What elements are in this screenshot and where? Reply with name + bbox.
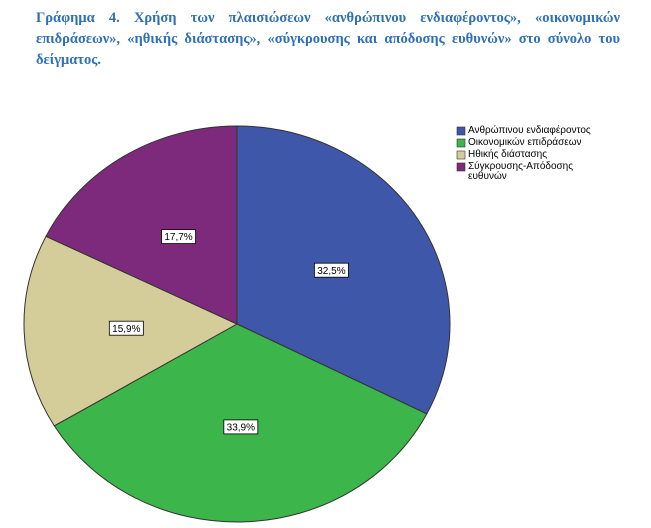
data-label-box: [314, 262, 349, 278]
legend-label: Ηθικής διάστασης: [468, 149, 548, 160]
legend-swatch: [456, 150, 466, 160]
legend-label: Ανθρώπινου ενδιαφέροντος: [468, 125, 591, 136]
chart-title: Γράφημα 4. Χρήση των πλαισιώσεων «ανθρώπ…: [36, 10, 620, 68]
data-label: 17,7%: [164, 232, 192, 243]
data-label: 15,9%: [112, 324, 140, 335]
legend-swatch: [456, 162, 466, 172]
legend-swatch: [456, 126, 466, 136]
data-label: 33,9%: [227, 423, 255, 434]
legend-label: Οικονομικών επιδράσεων: [468, 137, 582, 148]
legend-label: Σύγκρουσης-Απόδοσης ευθυνών: [468, 161, 574, 182]
data-label: 32,5%: [317, 266, 345, 277]
legend-swatch: [456, 138, 466, 148]
data-label-box: [223, 419, 259, 435]
pie-slice: [45, 125, 238, 325]
data-label-box: [161, 229, 196, 244]
data-label-box: [108, 320, 144, 336]
